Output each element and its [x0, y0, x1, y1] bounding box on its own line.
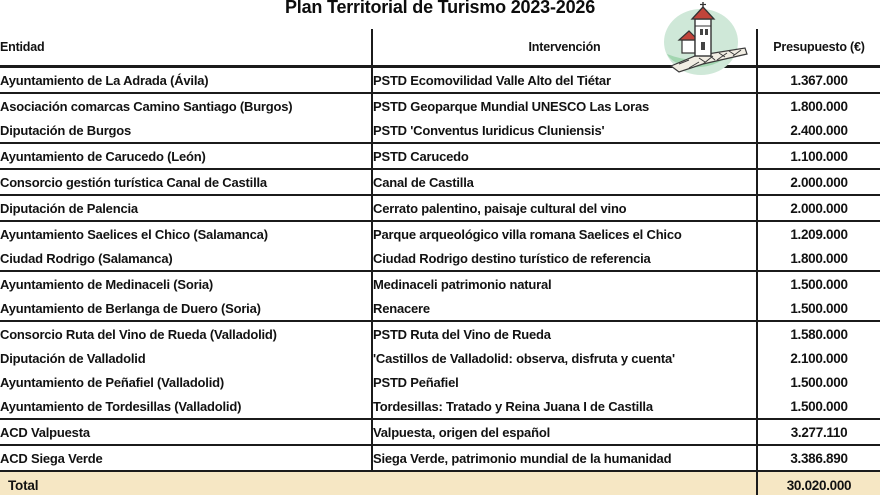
cell-intervencion: Medinaceli patrimonio natural	[371, 271, 757, 296]
table-row: Ayuntamiento de Tordesillas (Valladolid)…	[0, 394, 880, 420]
cell-intervencion: Tordesillas: Tratado y Reina Juana I de …	[371, 394, 757, 420]
cell-presupuesto: 3.277.110	[756, 419, 880, 446]
table-row: Ayuntamiento Saelices el Chico (Salamanc…	[0, 221, 880, 246]
table-row: ACD Valpuesta Valpuesta, origen del espa…	[0, 419, 880, 446]
table-row: ACD Siega Verde Siega Verde, patrimonio …	[0, 445, 880, 472]
cell-entidad: Ayuntamiento de Peñafiel (Valladolid)	[0, 374, 224, 390]
cell-presupuesto: 1.367.000	[756, 66, 880, 94]
table-row: Ciudad Rodrigo (Salamanca) Ciudad Rodrig…	[0, 246, 880, 272]
cell-intervencion: PSTD Geoparque Mundial UNESCO Las Loras	[371, 93, 757, 118]
table-row: Ayuntamiento de La Adrada (Ávila) PSTD E…	[0, 66, 880, 94]
cell-intervencion: Cerrato palentino, paisaje cultural del …	[371, 195, 757, 222]
total-value: 30.020.000	[756, 471, 880, 495]
cell-presupuesto: 2.400.000	[756, 118, 880, 144]
cell-intervencion: 'Castillos de Valladolid: observa, disfr…	[371, 346, 757, 370]
cell-entidad: Ciudad Rodrigo (Salamanca)	[0, 246, 372, 272]
cell-presupuesto: 1.100.000	[756, 143, 880, 170]
table-body: Ayuntamiento de La Adrada (Ávila) PSTD E…	[0, 66, 880, 472]
cell-presupuesto: 1.500.000	[756, 296, 880, 322]
cell-entidad: ACD Siega Verde	[0, 445, 372, 472]
cell-entidad: Consorcio Ruta del Vino de Rueda (Vallad…	[0, 326, 277, 342]
column-header-presupuesto: Presupuesto (€)	[756, 29, 880, 68]
table-row: Ayuntamiento de Medinaceli (Soria) Medin…	[0, 271, 880, 296]
cell-presupuesto: 2.000.000	[756, 195, 880, 222]
cell-entidad: Ayuntamiento Saelices el Chico (Salamanc…	[0, 226, 268, 242]
cell-presupuesto: 2.100.000	[756, 346, 880, 370]
cell-intervencion: Valpuesta, origen del español	[371, 419, 757, 446]
cell-intervencion: Canal de Castilla	[371, 169, 757, 196]
table-row: Diputación de Palencia Cerrato palentino…	[0, 195, 880, 222]
budget-table: Entidad Intervención Presupuesto (€) Ayu…	[0, 29, 880, 495]
cell-entidad: Diputación de Valladolid	[0, 350, 146, 366]
column-header-intervencion: Intervención	[371, 29, 757, 68]
cell-entidad: Consorcio gestión turística Canal de Cas…	[0, 169, 372, 196]
table-row: Ayuntamiento de Berlanga de Duero (Soria…	[0, 296, 880, 322]
cell-entidad: ACD Valpuesta	[0, 419, 372, 446]
cell-entidad: Ayuntamiento de Tordesillas (Valladolid)	[0, 394, 372, 420]
table-row: Ayuntamiento de Peñafiel (Valladolid) PS…	[0, 370, 880, 394]
table-row: Diputación de Valladolid 'Castillos de V…	[0, 346, 880, 370]
cell-intervencion: PSTD Ruta del Vino de Rueda	[371, 321, 757, 346]
cell-entidad: Ayuntamiento de La Adrada (Ávila)	[0, 66, 372, 94]
table-row: Consorcio Ruta del Vino de Rueda (Vallad…	[0, 321, 880, 346]
cell-intervencion: PSTD Carucedo	[371, 143, 757, 170]
cell-intervencion: PSTD Peñafiel	[371, 370, 757, 394]
cell-presupuesto: 1.580.000	[756, 321, 880, 346]
table-header: Entidad Intervención Presupuesto (€)	[0, 29, 880, 68]
total-label: Total	[0, 471, 757, 495]
cell-entidad: Diputación de Burgos	[0, 118, 372, 144]
cell-entidad: Ayuntamiento de Carucedo (León)	[0, 143, 372, 170]
cell-presupuesto: 1.800.000	[756, 93, 880, 118]
cell-intervencion: Renacere	[371, 296, 757, 322]
cell-entidad: Asociación comarcas Camino Santiago (Bur…	[0, 98, 293, 114]
cell-intervencion: Parque arqueológico villa romana Saelice…	[371, 221, 757, 246]
page-title: Plan Territorial de Turismo 2023-2026	[284, 0, 596, 17]
cell-entidad: Ayuntamiento de Medinaceli (Soria)	[0, 276, 214, 292]
cell-intervencion: PSTD Ecomovilidad Valle Alto del Tiétar	[371, 66, 757, 94]
cell-entidad: Diputación de Palencia	[0, 195, 372, 222]
cell-presupuesto: 1.500.000	[756, 370, 880, 394]
cell-presupuesto: 2.000.000	[756, 169, 880, 196]
column-header-entidad: Entidad	[0, 29, 372, 68]
table-row: Consorcio gestión turística Canal de Cas…	[0, 169, 880, 196]
table-row: Ayuntamiento de Carucedo (León) PSTD Car…	[0, 143, 880, 170]
cell-presupuesto: 1.800.000	[756, 246, 880, 272]
cell-presupuesto: 1.500.000	[756, 271, 880, 296]
cell-intervencion: PSTD 'Conventus Iuridicus Cluniensis'	[371, 118, 757, 144]
cell-entidad: Ayuntamiento de Berlanga de Duero (Soria…	[0, 296, 372, 322]
table-row: Asociación comarcas Camino Santiago (Bur…	[0, 93, 880, 118]
table-row: Diputación de Burgos PSTD 'Conventus Iur…	[0, 118, 880, 144]
cell-intervencion: Siega Verde, patrimonio mundial de la hu…	[371, 445, 757, 472]
cell-presupuesto: 1.209.000	[756, 221, 880, 246]
cell-intervencion: Ciudad Rodrigo destino turístico de refe…	[371, 246, 757, 272]
cell-presupuesto: 3.386.890	[756, 445, 880, 472]
total-row: Total 30.020.000	[0, 471, 880, 495]
cell-presupuesto: 1.500.000	[756, 394, 880, 420]
